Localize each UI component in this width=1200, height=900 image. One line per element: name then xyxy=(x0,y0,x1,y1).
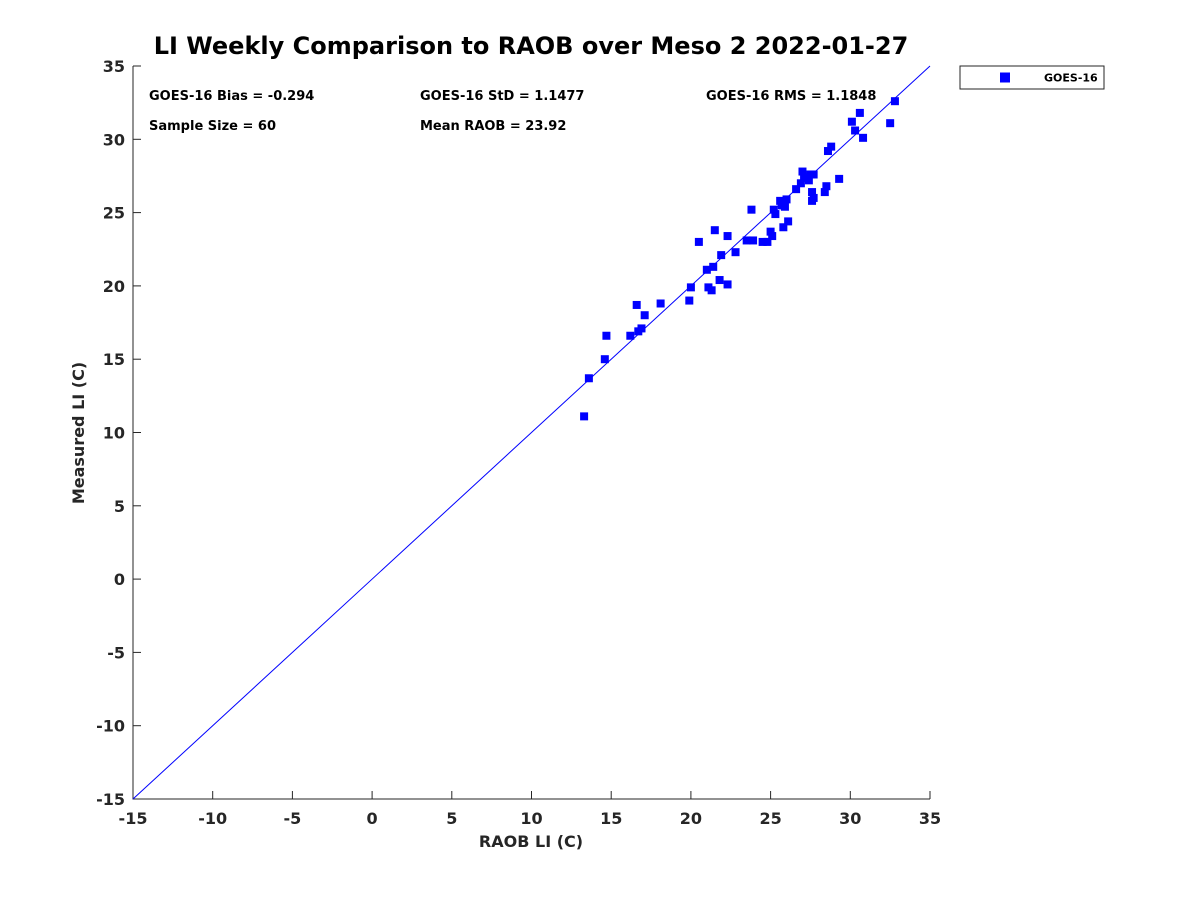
data-point xyxy=(763,237,772,246)
x-tick-label: 25 xyxy=(759,809,781,828)
x-tick-label: 5 xyxy=(446,809,457,828)
data-point xyxy=(602,331,611,340)
stat-rms: GOES-16 RMS = 1.1848 xyxy=(706,89,876,104)
y-tick-label: 35 xyxy=(103,57,125,76)
data-point xyxy=(717,251,726,260)
data-point xyxy=(758,237,767,246)
data-point xyxy=(847,117,856,126)
stat-sample-size: Sample Size = 60 xyxy=(149,119,276,134)
y-tick-label: 30 xyxy=(103,130,125,149)
x-tick-label: 35 xyxy=(919,809,941,828)
y-ticks: -15 -10 -5 0 5 10 15 20 25 30 35 xyxy=(96,57,141,809)
data-point xyxy=(656,299,665,308)
data-point xyxy=(835,174,844,183)
x-tick-label: -10 xyxy=(198,809,227,828)
data-point xyxy=(779,201,788,210)
x-axis-label: RAOB LI (C) xyxy=(479,832,583,851)
stats-annotations: GOES-16 Bias = -0.294 GOES-16 StD = 1.14… xyxy=(149,89,876,134)
data-point xyxy=(886,119,895,128)
data-point xyxy=(890,97,899,106)
data-point xyxy=(768,232,777,241)
data-point xyxy=(747,205,756,214)
y-tick-label: 0 xyxy=(114,570,125,589)
data-point xyxy=(694,237,703,246)
data-point xyxy=(723,280,732,289)
data-point xyxy=(823,147,832,156)
data-point xyxy=(809,170,818,179)
data-point xyxy=(749,236,758,245)
data-point xyxy=(686,283,695,292)
y-tick-label: -15 xyxy=(96,790,125,809)
data-point xyxy=(723,232,732,241)
data-point xyxy=(731,248,740,257)
data-point xyxy=(710,226,719,235)
x-tick-label: 20 xyxy=(680,809,702,828)
data-point xyxy=(855,108,864,117)
stat-std: GOES-16 StD = 1.1477 xyxy=(420,89,584,104)
y-tick-label: 15 xyxy=(103,350,125,369)
y-tick-label: -5 xyxy=(107,643,125,662)
data-point xyxy=(702,265,711,274)
data-point xyxy=(782,195,791,204)
legend-box xyxy=(959,65,1105,90)
y-tick-label: 20 xyxy=(103,277,125,296)
data-point xyxy=(715,276,724,285)
data-point xyxy=(600,355,609,364)
data-point xyxy=(859,133,868,142)
chart-title: LI Weekly Comparison to RAOB over Meso 2… xyxy=(154,32,909,60)
data-points xyxy=(580,97,899,421)
y-tick-label: 10 xyxy=(103,424,125,443)
data-point xyxy=(771,210,780,219)
data-point xyxy=(776,196,785,205)
data-point xyxy=(584,374,593,383)
data-point xyxy=(827,142,836,151)
x-tick-label: -15 xyxy=(119,809,148,828)
data-point xyxy=(798,167,807,176)
data-point xyxy=(709,262,718,271)
data-point xyxy=(804,176,813,185)
x-tick-label: 10 xyxy=(520,809,542,828)
x-ticks: -15 -10 -5 0 5 10 15 20 25 30 35 xyxy=(119,791,941,828)
y-tick-label: -10 xyxy=(96,717,125,736)
data-point xyxy=(707,286,716,295)
x-tick-label: 0 xyxy=(367,809,378,828)
data-point xyxy=(800,173,809,182)
data-point xyxy=(796,179,805,188)
data-point xyxy=(808,188,817,197)
data-point xyxy=(822,182,831,191)
data-point xyxy=(742,236,751,245)
y-axis-label: Measured LI (C) xyxy=(69,362,88,504)
data-point xyxy=(851,126,860,135)
data-point xyxy=(779,223,788,232)
x-tick-label: -5 xyxy=(284,809,302,828)
data-point xyxy=(640,311,649,320)
data-point xyxy=(685,296,694,305)
data-point xyxy=(820,188,829,197)
x-tick-label: 15 xyxy=(600,809,622,828)
data-point xyxy=(632,300,641,309)
data-point xyxy=(766,227,775,236)
data-point xyxy=(809,193,818,202)
data-point xyxy=(792,185,801,194)
data-point xyxy=(580,412,589,421)
legend-label: GOES-16 xyxy=(1044,72,1098,85)
legend-marker-square-icon xyxy=(1000,72,1010,83)
stat-bias: GOES-16 Bias = -0.294 xyxy=(149,89,314,104)
stat-mean-raob: Mean RAOB = 23.92 xyxy=(420,119,566,134)
x-tick-label: 30 xyxy=(839,809,861,828)
data-point xyxy=(626,331,635,340)
data-point xyxy=(784,217,793,226)
y-tick-label: 5 xyxy=(114,497,125,516)
data-point xyxy=(769,205,778,214)
data-point xyxy=(637,324,646,333)
legend: GOES-16 xyxy=(959,65,1105,90)
y-tick-label: 25 xyxy=(103,204,125,223)
